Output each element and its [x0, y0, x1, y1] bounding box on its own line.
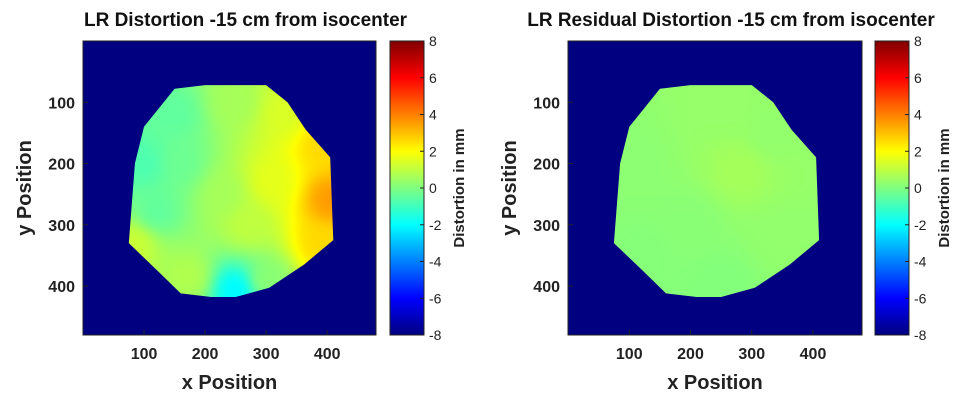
- y-tick-label: 200: [48, 157, 75, 174]
- colorbar: [389, 40, 425, 336]
- colorbar-tick-label: -4: [429, 254, 442, 270]
- x-tick-label: 100: [131, 346, 158, 363]
- distortion-field: [613, 85, 820, 297]
- colorbar-tick-label: 6: [429, 70, 437, 86]
- colorbar-tick-label: 2: [429, 143, 437, 159]
- colorbar-tick-label: 0: [914, 180, 922, 196]
- x-tick-label: 200: [677, 346, 704, 363]
- subplot-2: 100 200 300 400 100 200 300 400 LR Residual Dist…: [499, 10, 953, 394]
- y-tick-label: 400: [533, 279, 560, 296]
- colorbar-tick-label: 4: [429, 107, 437, 123]
- y-axis-label: y Position: [499, 140, 521, 236]
- colorbar: [874, 40, 910, 336]
- y-tick-label: 100: [48, 95, 75, 112]
- colorbar-tick-label: 6: [914, 70, 922, 86]
- colorbar-tick-label: -6: [914, 290, 927, 306]
- colorbar-tick-label: 4: [914, 107, 922, 123]
- axes-frame: [567, 40, 863, 336]
- axes-frame: [82, 40, 377, 336]
- x-axis-label: x Position: [667, 372, 763, 394]
- colorbar-tick-label: 8: [429, 33, 437, 49]
- colorbar-tick-label: -8: [914, 327, 927, 343]
- y-tick-label: 300: [48, 218, 75, 235]
- chart-title: LR Distortion -15 cm from isocenter: [84, 10, 408, 31]
- colorbar-tick-label: -8: [429, 327, 442, 343]
- colorbar-tick-label: 8: [914, 33, 922, 49]
- x-tick-label: 300: [253, 346, 280, 363]
- y-tick-label: 100: [533, 95, 560, 112]
- x-axis-label: x Position: [182, 372, 278, 394]
- colorbar-tick-label: -2: [429, 217, 442, 233]
- colorbar-label: Distortion in mm: [451, 128, 468, 247]
- y-tick-label: 300: [533, 218, 560, 235]
- x-tick-label: 100: [616, 346, 643, 363]
- colorbar-tick-label: 2: [914, 143, 922, 159]
- x-tick-label: 400: [314, 346, 341, 363]
- subplot-1: 100 200 300 400 100 200 300 400 LR Distortion -1…: [14, 10, 468, 394]
- x-tick-label: 200: [192, 346, 219, 363]
- colorbar-tick-label: 0: [429, 180, 437, 196]
- y-axis-label: y Position: [14, 140, 36, 236]
- colorbar-tick-label: -6: [429, 290, 442, 306]
- distortion-field: [128, 85, 334, 297]
- x-tick-label: 400: [800, 346, 827, 363]
- colorbar-label: Distortion in mm: [936, 128, 953, 247]
- y-tick-label: 400: [48, 279, 75, 296]
- colorbar-tick-label: -4: [914, 254, 927, 270]
- colorbar-tick-label: -2: [914, 217, 927, 233]
- chart-title: LR Residual Distortion -15 cm from isoce…: [527, 10, 935, 31]
- y-tick-label: 200: [533, 157, 560, 174]
- x-tick-label: 300: [738, 346, 765, 363]
